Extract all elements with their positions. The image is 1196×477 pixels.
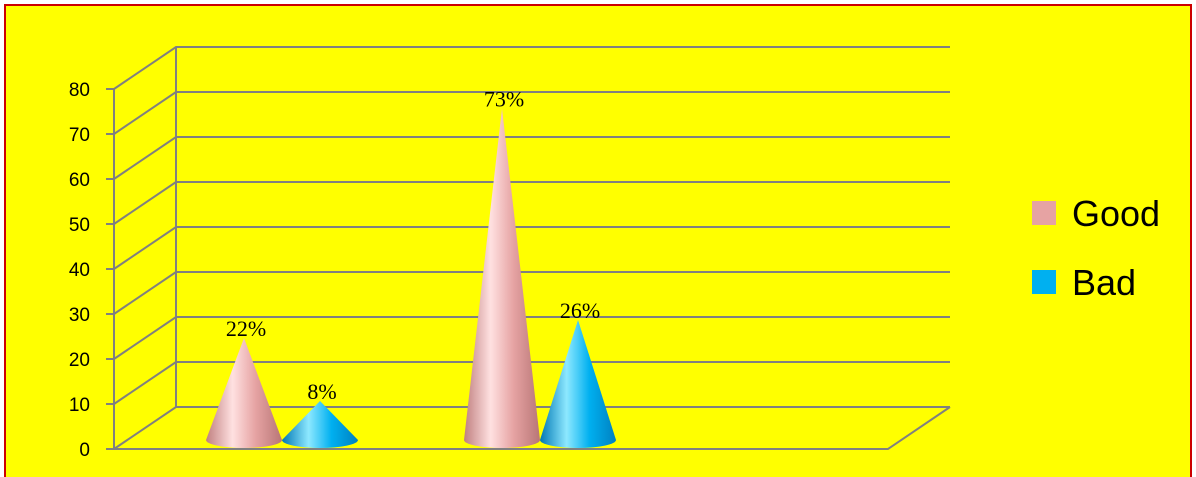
cone-chart: 0 10 20 30 40 50 60 70 80 22% 8% 73% 26% Good Bad (69, 46, 1160, 461)
gridline (113, 136, 950, 180)
data-label-good-2: 73% (484, 87, 524, 112)
gridline (113, 316, 950, 360)
legend-label-good: Good (1072, 193, 1160, 234)
gridline (113, 271, 950, 315)
y-tick-label: 40 (69, 260, 90, 281)
chart-frame: 0 10 20 30 40 50 60 70 80 22% 8% 73% 26% Good Bad (4, 4, 1192, 477)
y-tick-label: 80 (69, 80, 90, 101)
floor-front-edge (114, 406, 951, 450)
y-tick-label: 50 (69, 215, 90, 236)
cone-bad-2 (540, 320, 616, 448)
legend-swatch-bad (1032, 270, 1056, 294)
cone-good-1 (206, 338, 282, 448)
cone-bad-1 (282, 401, 358, 448)
y-tick-label: 30 (69, 305, 90, 326)
gridlines (113, 46, 950, 450)
gridline (113, 46, 950, 90)
data-label-bad-1: 8% (307, 379, 336, 404)
gridline (113, 91, 950, 135)
gridline (113, 406, 950, 450)
data-labels: 22% 8% 73% 26% (226, 87, 600, 405)
data-label-good-1: 22% (226, 316, 266, 341)
y-tick-label: 10 (69, 395, 90, 416)
legend-label-bad: Bad (1072, 262, 1136, 303)
legend: Good Bad (1032, 193, 1160, 303)
y-tick-label: 70 (69, 125, 90, 146)
y-tick-label: 20 (69, 350, 90, 371)
data-label-bad-2: 26% (560, 298, 600, 323)
y-tick-label: 60 (69, 170, 90, 191)
y-axis-ticks: 0 10 20 30 40 50 60 70 80 (69, 80, 114, 461)
gridline (113, 181, 950, 225)
gridline (113, 226, 950, 270)
gridline (113, 361, 950, 405)
cones (206, 108, 616, 448)
cone-good-2 (464, 108, 540, 448)
y-tick-label: 0 (79, 440, 90, 461)
legend-swatch-good (1032, 201, 1056, 225)
